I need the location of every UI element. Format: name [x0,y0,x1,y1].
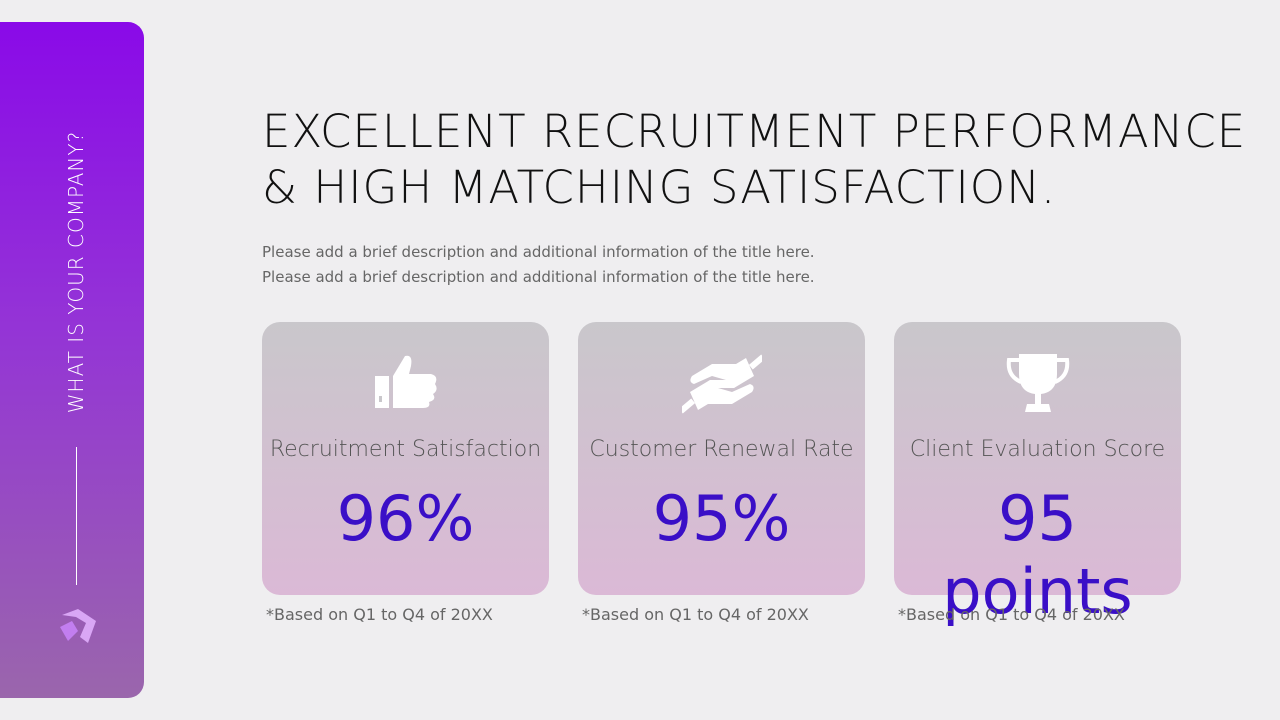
card: Recruitment Satisfaction 96% [262,322,549,595]
card-value: 96% [336,482,475,555]
sidebar: WHAT IS YOUR COMPANY? [0,22,144,698]
divider [76,447,77,585]
description-line: Please add a brief description and addit… [262,243,815,261]
card-value: 95% [652,482,791,555]
card-label: Recruitment Satisfaction [269,437,542,462]
logo [60,609,96,643]
card-note: *Based on Q1 to Q4 of 20XX [582,605,809,624]
handshake-icon [681,354,762,414]
card-value: 95 points [942,482,1133,628]
card: Customer Renewal Rate 95% [578,322,865,595]
card-label: Customer Renewal Rate [589,437,854,462]
card: Client Evaluation Score 95 points [894,322,1181,628]
card-label: Client Evaluation Score [909,437,1166,462]
title: EXCELLENT RECRUITMENT PERFORMANCE & HIGH … [262,104,1246,216]
description-line: Please add a brief description and addit… [262,268,815,286]
description: Please add a brief description and addit… [262,240,815,290]
card-note: *Based on Q1 to Q4 of 20XX [898,605,1125,624]
trophy-icon [1006,354,1069,412]
thumbs-up-icon [374,355,437,408]
title-line: & HIGH MATCHING SATISFACTION. [262,161,1057,214]
title-line: EXCELLENT RECRUITMENT PERFORMANCE [262,105,1247,158]
sidebar-label: WHAT IS YOUR COMPANY? [64,130,88,414]
card-note: *Based on Q1 to Q4 of 20XX [266,605,493,624]
